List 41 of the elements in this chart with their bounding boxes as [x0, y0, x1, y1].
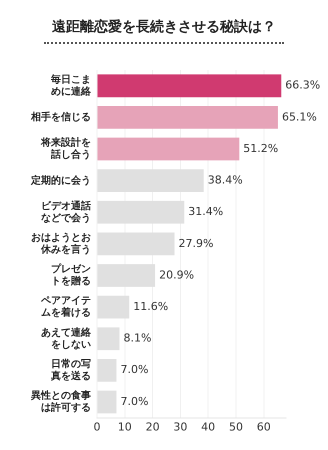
data-label: 65.1%	[282, 110, 317, 124]
y-tick-label: 異性との食事は許可する	[30, 390, 91, 414]
bar	[98, 358, 116, 382]
bar	[98, 232, 175, 256]
data-label: 66.3%	[285, 78, 320, 92]
x-tick-label: 0	[94, 420, 100, 434]
y-tick-label: ビデオ通話などで会う	[41, 200, 91, 224]
bar	[98, 74, 282, 98]
data-label: 20.9%	[159, 268, 194, 282]
x-tick-label: 60	[256, 420, 271, 434]
x-tick-label: 40	[201, 420, 216, 434]
y-tick-label: おはようとお休みを言う	[31, 232, 91, 256]
data-label: 27.9%	[178, 236, 214, 250]
bar	[98, 200, 184, 224]
bar	[98, 327, 120, 350]
bar	[98, 296, 130, 319]
y-tick-label: 毎日こまめに連絡	[50, 73, 92, 98]
chart-title: 遠距離恋愛を長続きさせる秘訣は？	[51, 18, 277, 36]
data-label: 7.0%	[120, 363, 148, 376]
y-tick-label: 将来設計を話し合う	[40, 136, 91, 161]
x-tick-label: 20	[146, 420, 160, 434]
data-label: 31.4%	[188, 205, 224, 218]
data-label: 11.6%	[133, 300, 168, 313]
y-tick-label: 相手を信じる	[30, 111, 91, 124]
y-tick-label: プレゼントを贈る	[51, 263, 91, 288]
data-label: 7.0%	[120, 394, 148, 408]
data-label: 38.4%	[208, 174, 243, 187]
bar	[98, 106, 278, 129]
bar	[98, 264, 156, 287]
data-label: 51.2%	[243, 142, 278, 155]
bar	[98, 169, 204, 192]
y-tick-label: あえて連絡をしない	[41, 326, 92, 350]
y-tick-label: 定期的に会う	[30, 174, 91, 186]
bar	[98, 138, 240, 160]
x-tick-label: 30	[173, 420, 188, 434]
bar	[98, 390, 116, 414]
y-tick-label: ペアアイテムを着ける	[40, 296, 91, 319]
x-tick-label: 50	[228, 420, 243, 434]
y-tick-label: 日常の写真を送る	[50, 358, 91, 382]
data-label: 8.1%	[124, 332, 152, 345]
x-tick-label: 10	[118, 420, 132, 434]
